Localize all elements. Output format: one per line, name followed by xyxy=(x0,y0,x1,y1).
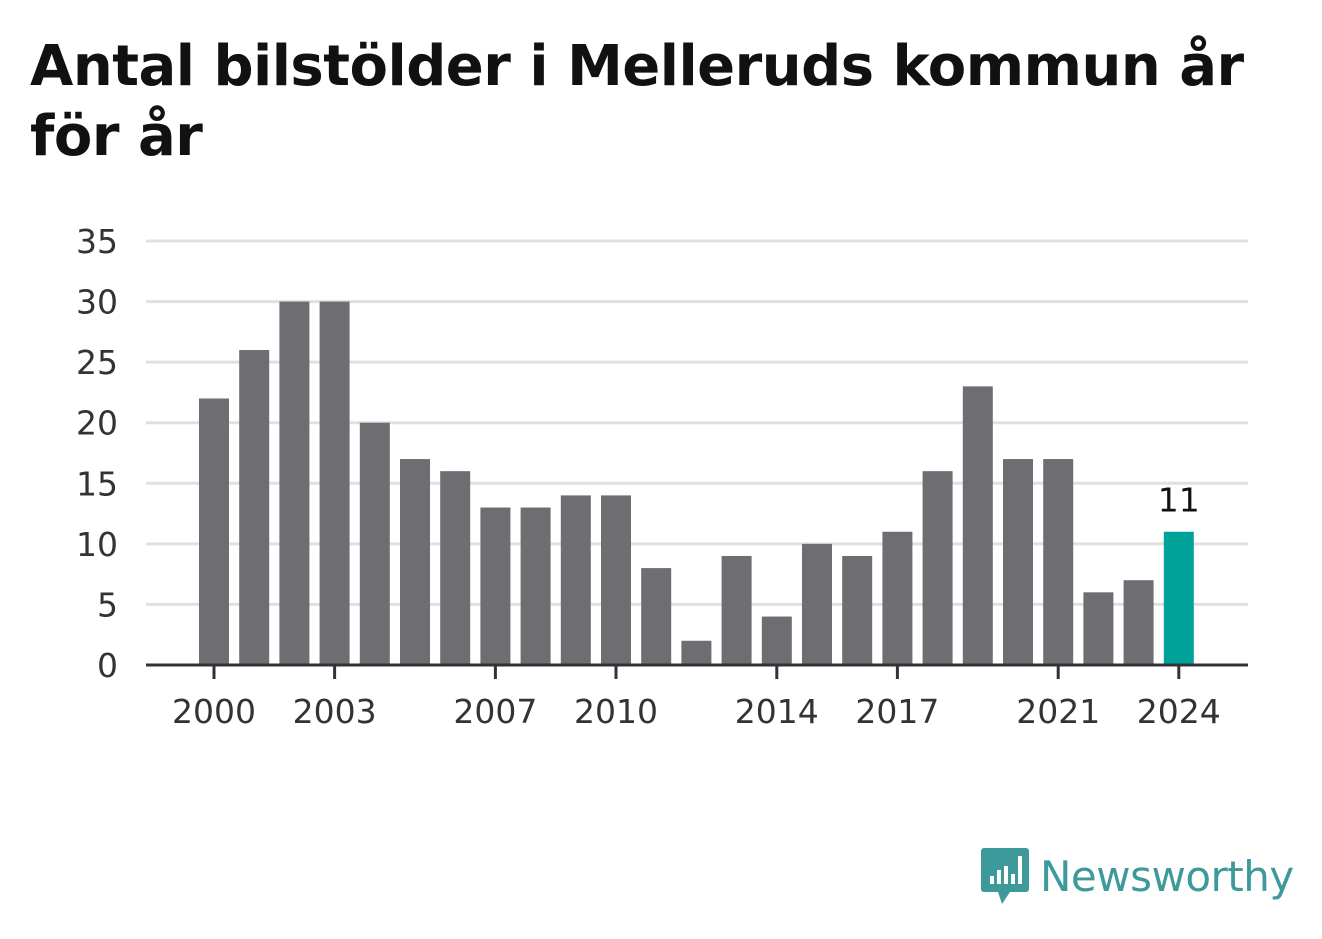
y-tick-label: 10 xyxy=(76,525,118,564)
bar-2011 xyxy=(641,568,672,665)
bar-2018 xyxy=(922,471,953,665)
bar-2016 xyxy=(842,555,873,665)
y-axis-ticks: 0 5 10 15 20 25 30 35 xyxy=(76,222,118,685)
bar-2021 xyxy=(1043,459,1074,665)
bar-2008 xyxy=(520,507,551,665)
bars xyxy=(199,301,1194,665)
bar-2023 xyxy=(1123,580,1154,665)
x-tick-label: 2003 xyxy=(293,692,377,731)
bar-2019 xyxy=(962,386,993,665)
x-tick-label: 2010 xyxy=(574,692,658,731)
data-labels: 11 xyxy=(1158,481,1200,520)
newsworthy-logo: Newsworthy xyxy=(980,846,1294,906)
x-tick-label: 2007 xyxy=(453,692,537,731)
bar-2014 xyxy=(761,616,792,665)
bar-2010 xyxy=(601,495,631,665)
bar-2000 xyxy=(199,398,229,665)
newsworthy-logo-icon xyxy=(981,848,1029,904)
bar-2003 xyxy=(319,301,350,665)
y-tick-label: 15 xyxy=(76,464,118,503)
x-tick-label: 2000 xyxy=(172,692,256,731)
bar-2007 xyxy=(480,507,511,665)
bar-2022 xyxy=(1083,592,1114,665)
y-tick-label: 35 xyxy=(76,222,118,261)
y-tick-label: 5 xyxy=(97,585,118,624)
brand-name: Newsworthy xyxy=(1040,851,1294,901)
bar-2017 xyxy=(882,531,913,665)
data-label: 11 xyxy=(1158,481,1200,520)
x-tick-label: 2017 xyxy=(855,692,939,731)
bar-2001 xyxy=(239,350,270,665)
grid-lines xyxy=(146,239,1248,606)
y-tick-label: 0 xyxy=(97,646,118,685)
bar-2005 xyxy=(400,459,430,665)
x-tick-label: 2024 xyxy=(1137,692,1221,731)
y-tick-label: 30 xyxy=(76,283,118,322)
bar-2020 xyxy=(1003,459,1033,665)
bar-2015 xyxy=(802,543,832,665)
bar-2006 xyxy=(440,471,471,665)
bar-2024 xyxy=(1163,531,1194,665)
y-tick-label: 25 xyxy=(76,343,118,382)
x-axis-ticks: 2000 2003 2007 2010 2014 2017 2021 2024 xyxy=(172,665,1221,731)
bar-2013 xyxy=(721,555,752,665)
x-tick-label: 2021 xyxy=(1016,692,1100,731)
x-tick-label: 2014 xyxy=(735,692,819,731)
bar-2009 xyxy=(560,495,591,665)
y-tick-label: 20 xyxy=(76,404,118,443)
bar-2004 xyxy=(359,422,390,665)
bar-2012 xyxy=(681,640,712,665)
chart-title: Antal bilstölder i Melleruds kommun år f… xyxy=(30,34,1244,169)
bar-2002 xyxy=(279,301,310,665)
